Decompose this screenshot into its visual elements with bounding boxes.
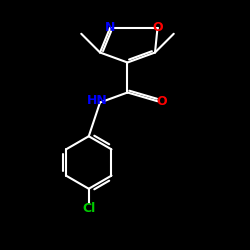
Text: Cl: Cl <box>82 202 96 214</box>
Text: O: O <box>157 95 167 108</box>
Text: HN: HN <box>87 94 108 107</box>
Text: N: N <box>105 22 115 35</box>
Text: O: O <box>152 22 163 35</box>
